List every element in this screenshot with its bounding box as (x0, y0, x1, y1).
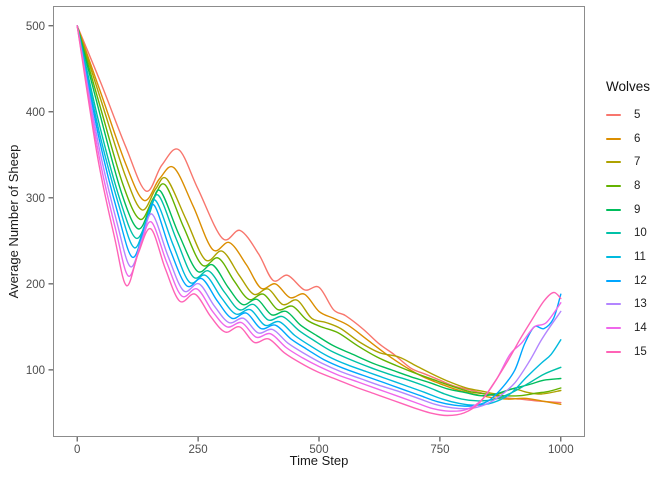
legend-key-line (606, 327, 621, 330)
legend-key-line (606, 279, 621, 282)
legend-item-label: 13 (634, 298, 647, 311)
legend-item-wolves-14: 14 (602, 316, 650, 340)
legend-item-label: 14 (634, 322, 647, 335)
plot-panel (53, 6, 585, 437)
legend-item-wolves-15: 15 (602, 340, 650, 364)
series-line-wolves-15 (76, 25, 562, 417)
legend-items: 5 6 7 8 9 10 11 12 13 14 15 (602, 103, 650, 364)
series-line-wolves-11 (76, 25, 562, 406)
legend-item-wolves-7: 7 (602, 150, 650, 174)
legend-item-wolves-8: 8 (602, 174, 650, 198)
y-axis-title: Average Number of Sheep (6, 144, 21, 299)
x-tick-label: 750 (430, 444, 449, 456)
legend-item-label: 8 (634, 179, 641, 192)
y-tick-label: 400 (26, 107, 45, 119)
legend-item-wolves-6: 6 (602, 127, 650, 151)
series-line-wolves-5 (76, 25, 562, 404)
legend-item-label: 6 (634, 132, 641, 145)
legend-item-label: 11 (634, 250, 646, 263)
legend-key-line (606, 303, 621, 306)
legend-key-line (606, 208, 621, 211)
y-tick-label: 200 (26, 279, 45, 291)
x-axis-title: Time Step (289, 453, 349, 468)
x-tick-label: 500 (309, 444, 328, 456)
legend-title: Wolves (606, 79, 651, 94)
legend-key-line (606, 350, 621, 353)
legend-item-wolves-11: 11 (602, 245, 650, 269)
legend-item-label: 5 (634, 108, 641, 121)
legend: Wolves 5 6 7 8 9 10 11 12 13 14 15 (602, 79, 650, 364)
legend-key-line (606, 255, 621, 258)
x-tick-label: 0 (74, 444, 80, 456)
legend-key-line (606, 113, 621, 116)
legend-item-wolves-5: 5 (602, 103, 650, 127)
legend-key-line (606, 137, 621, 140)
legend-item-label: 15 (634, 345, 647, 358)
y-tick-label: 500 (26, 21, 45, 33)
legend-item-label: 12 (634, 274, 647, 287)
legend-item-label: 7 (634, 156, 641, 169)
series-line-wolves-13 (76, 25, 562, 410)
legend-key-line (606, 161, 621, 164)
legend-item-label: 9 (634, 203, 641, 216)
legend-item-label: 10 (634, 227, 647, 240)
legend-item-wolves-12: 12 (602, 269, 650, 293)
legend-key-line (606, 184, 621, 187)
legend-item-wolves-9: 9 (602, 198, 650, 222)
legend-key-line (606, 232, 621, 235)
x-tick-label: 250 (188, 444, 207, 456)
series-line-wolves-7 (76, 25, 562, 395)
y-tick-label: 100 (26, 365, 45, 377)
y-tick-label: 300 (26, 193, 45, 205)
legend-item-wolves-10: 10 (602, 221, 650, 245)
series-line-wolves-12 (76, 25, 562, 407)
series-line-wolves-9 (76, 25, 562, 397)
legend-item-wolves-13: 13 (602, 293, 650, 317)
x-tick-label: 1000 (548, 444, 574, 456)
